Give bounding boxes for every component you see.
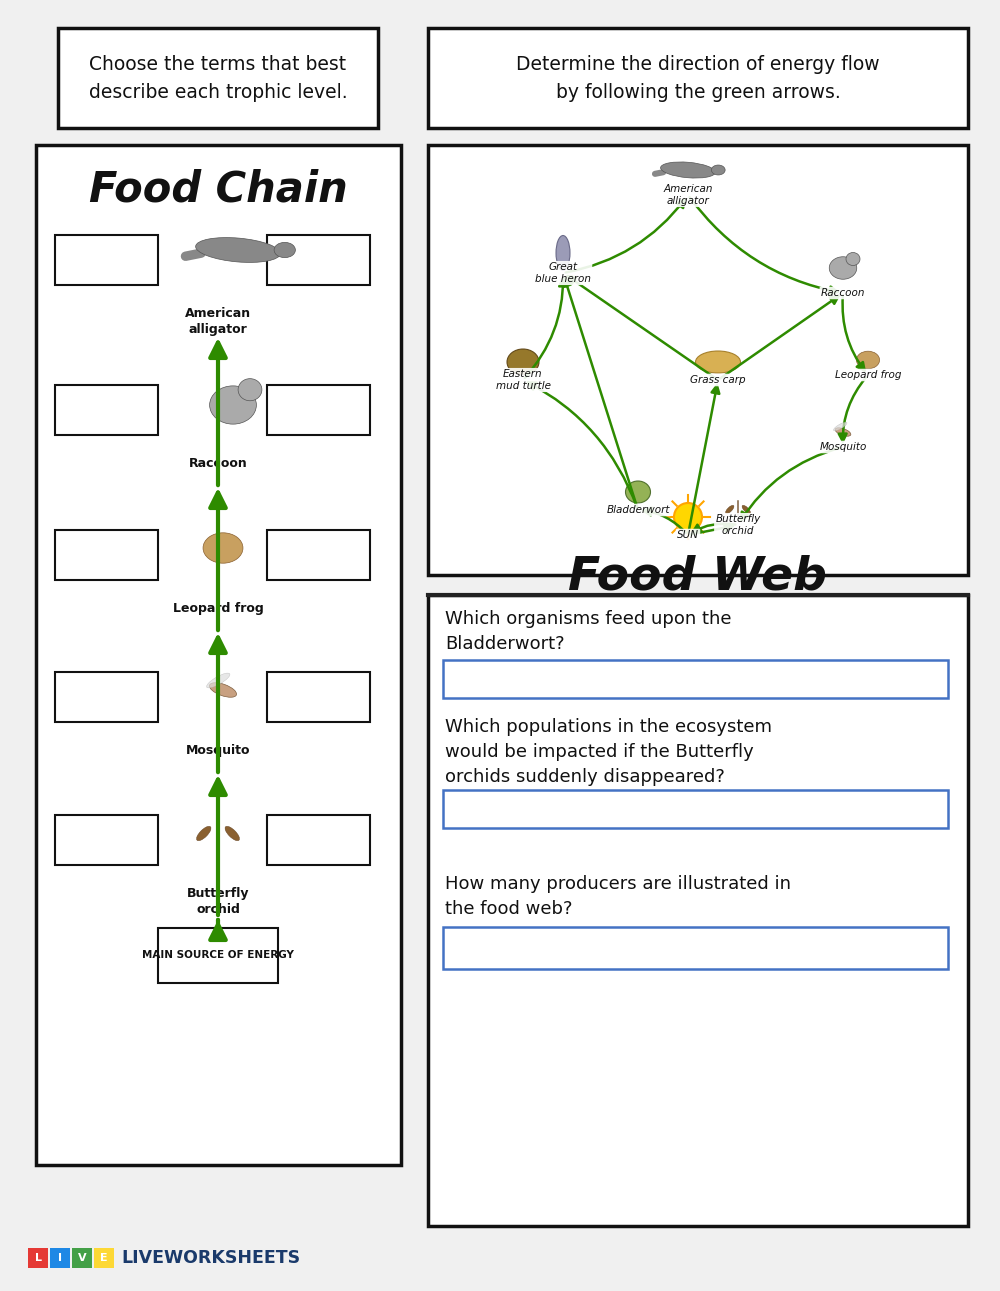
Text: Choose the terms that best
describe each trophic level.: Choose the terms that best describe each… — [89, 54, 347, 102]
Ellipse shape — [238, 378, 262, 400]
Text: Which populations in the ecosystem
would be impacted if the Butterfly
orchids su: Which populations in the ecosystem would… — [445, 718, 772, 786]
Bar — [55, 673, 158, 722]
Text: American
alligator: American alligator — [663, 185, 713, 205]
Text: Mosquito: Mosquito — [186, 744, 250, 757]
Bar — [94, 1248, 114, 1268]
Ellipse shape — [225, 826, 239, 840]
Text: Butterfly
orchid: Butterfly orchid — [187, 887, 249, 917]
Text: Food Chain: Food Chain — [89, 168, 347, 210]
Text: Which organisms feed upon the
Bladderwort?: Which organisms feed upon the Bladderwor… — [445, 611, 732, 653]
Text: Great
blue heron: Great blue heron — [535, 262, 591, 284]
Text: Leopard frog: Leopard frog — [835, 371, 901, 380]
Text: Grass carp: Grass carp — [690, 374, 746, 385]
Text: Leopard frog: Leopard frog — [173, 602, 263, 615]
Ellipse shape — [626, 482, 650, 503]
Ellipse shape — [696, 351, 740, 373]
Text: SUN: SUN — [677, 531, 699, 540]
Bar — [267, 235, 370, 285]
Ellipse shape — [833, 422, 847, 431]
Text: V: V — [78, 1254, 86, 1263]
Ellipse shape — [274, 243, 295, 258]
Bar — [428, 595, 968, 1226]
Text: Bladderwort: Bladderwort — [606, 505, 670, 515]
Bar — [72, 1248, 92, 1268]
Bar — [55, 235, 158, 285]
Ellipse shape — [829, 257, 857, 279]
Bar — [28, 1248, 48, 1268]
Text: LIVEWORKSHEETS: LIVEWORKSHEETS — [121, 1248, 300, 1266]
Text: I: I — [58, 1254, 62, 1263]
Ellipse shape — [835, 427, 851, 436]
FancyArrowPatch shape — [655, 172, 663, 174]
Text: E: E — [100, 1254, 108, 1263]
Text: Raccoon: Raccoon — [821, 288, 865, 298]
Text: Butterfly
orchid: Butterfly orchid — [715, 514, 761, 536]
Ellipse shape — [742, 505, 750, 514]
FancyArrowPatch shape — [185, 253, 201, 256]
Ellipse shape — [846, 253, 860, 266]
Text: American
alligator: American alligator — [185, 307, 251, 336]
Ellipse shape — [197, 826, 211, 840]
Bar — [58, 28, 378, 128]
Ellipse shape — [556, 235, 570, 271]
Text: How many producers are illustrated in
the food web?: How many producers are illustrated in th… — [445, 875, 791, 918]
Ellipse shape — [203, 533, 243, 563]
Bar — [428, 28, 968, 128]
Ellipse shape — [507, 349, 539, 374]
Ellipse shape — [674, 503, 702, 531]
Ellipse shape — [210, 386, 256, 425]
Text: Raccoon: Raccoon — [189, 457, 247, 470]
Ellipse shape — [209, 683, 237, 697]
Bar — [55, 815, 158, 865]
Text: Food Web: Food Web — [568, 554, 828, 599]
Ellipse shape — [856, 351, 880, 369]
Ellipse shape — [207, 673, 230, 688]
Text: MAIN SOURCE OF ENERGY: MAIN SOURCE OF ENERGY — [142, 950, 294, 961]
Bar — [50, 1248, 70, 1268]
Ellipse shape — [196, 238, 280, 262]
Bar — [36, 145, 401, 1164]
Bar — [428, 145, 968, 574]
Ellipse shape — [661, 161, 715, 178]
Bar — [267, 385, 370, 435]
Text: Mosquito: Mosquito — [819, 442, 867, 452]
Ellipse shape — [711, 165, 725, 176]
Bar — [267, 531, 370, 580]
Bar — [55, 531, 158, 580]
Text: L: L — [34, 1254, 42, 1263]
Bar — [443, 790, 948, 828]
Text: Determine the direction of energy flow
by following the green arrows.: Determine the direction of energy flow b… — [516, 54, 880, 102]
Bar — [158, 928, 278, 982]
Bar — [267, 815, 370, 865]
Ellipse shape — [726, 505, 734, 514]
Bar — [267, 673, 370, 722]
Text: Eastern
mud turtle: Eastern mud turtle — [496, 369, 550, 391]
Bar — [443, 927, 948, 970]
Bar — [443, 660, 948, 698]
Bar — [55, 385, 158, 435]
